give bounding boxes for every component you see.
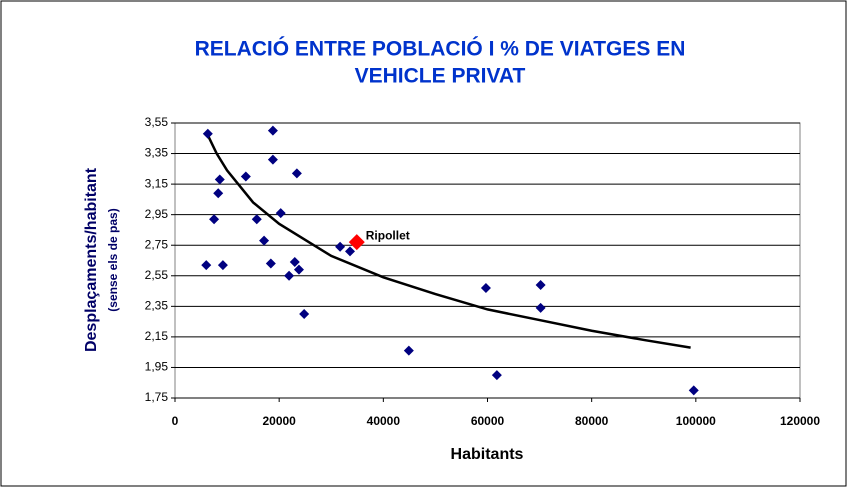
y-tick-label: 3,15	[145, 176, 169, 190]
y-tick-label: 3,55	[145, 115, 169, 129]
y-tick-label: 2,95	[145, 207, 169, 221]
x-tick-label: 120000	[780, 414, 820, 428]
data-point	[535, 302, 546, 313]
x-tick-label: 80000	[575, 414, 609, 428]
x-tick-label: 40000	[367, 414, 401, 428]
y-tick-label: 2,75	[145, 237, 169, 251]
x-tick-label: 100000	[676, 414, 716, 428]
data-point	[214, 174, 225, 185]
data-point	[291, 168, 302, 179]
data-point	[293, 264, 304, 275]
x-axis-label: Habitants	[451, 446, 524, 463]
x-tick-label: 60000	[471, 414, 505, 428]
data-point	[535, 279, 546, 290]
y-axis-sublabel: (sense els de pas)	[106, 208, 120, 311]
chart-title: RELACIÓ ENTRE POBLACIÓ I % DE VIATGES EN	[195, 37, 686, 61]
data-point	[299, 308, 310, 319]
y-tick-label: 1,95	[145, 360, 169, 374]
trendline	[206, 134, 691, 349]
data-point	[217, 260, 228, 271]
data-point	[202, 128, 213, 139]
data-point	[491, 370, 502, 381]
data-point	[213, 188, 224, 199]
data-point	[335, 241, 346, 252]
data-point	[201, 260, 212, 271]
data-point	[403, 345, 414, 356]
y-tick-label: 2,35	[145, 299, 169, 313]
data-point	[259, 235, 270, 246]
highlight-point	[348, 234, 365, 251]
data-point	[289, 257, 300, 268]
data-point	[267, 125, 278, 136]
data-point	[284, 270, 295, 281]
x-tick-label: 20000	[262, 414, 296, 428]
plot-area	[174, 122, 801, 399]
x-tick-label: 0	[172, 414, 179, 428]
data-point	[275, 208, 286, 219]
data-point	[251, 214, 262, 225]
y-axis-label: Desplaçaments/habitant	[83, 167, 100, 352]
data-point	[209, 214, 220, 225]
data-point	[240, 171, 251, 182]
data-point	[345, 246, 355, 257]
y-tick-label: 1,75	[145, 390, 169, 404]
y-tick-label: 2,15	[145, 329, 169, 343]
data-point	[688, 385, 699, 396]
data-point	[265, 258, 276, 269]
data-point	[267, 154, 278, 165]
y-tick-label: 2,55	[145, 268, 169, 282]
chart-title: VEHICLE PRIVAT	[355, 65, 526, 88]
highlight-label: Ripollet	[366, 228, 410, 242]
data-point	[480, 283, 491, 293]
y-tick-label: 3,35	[145, 146, 169, 160]
